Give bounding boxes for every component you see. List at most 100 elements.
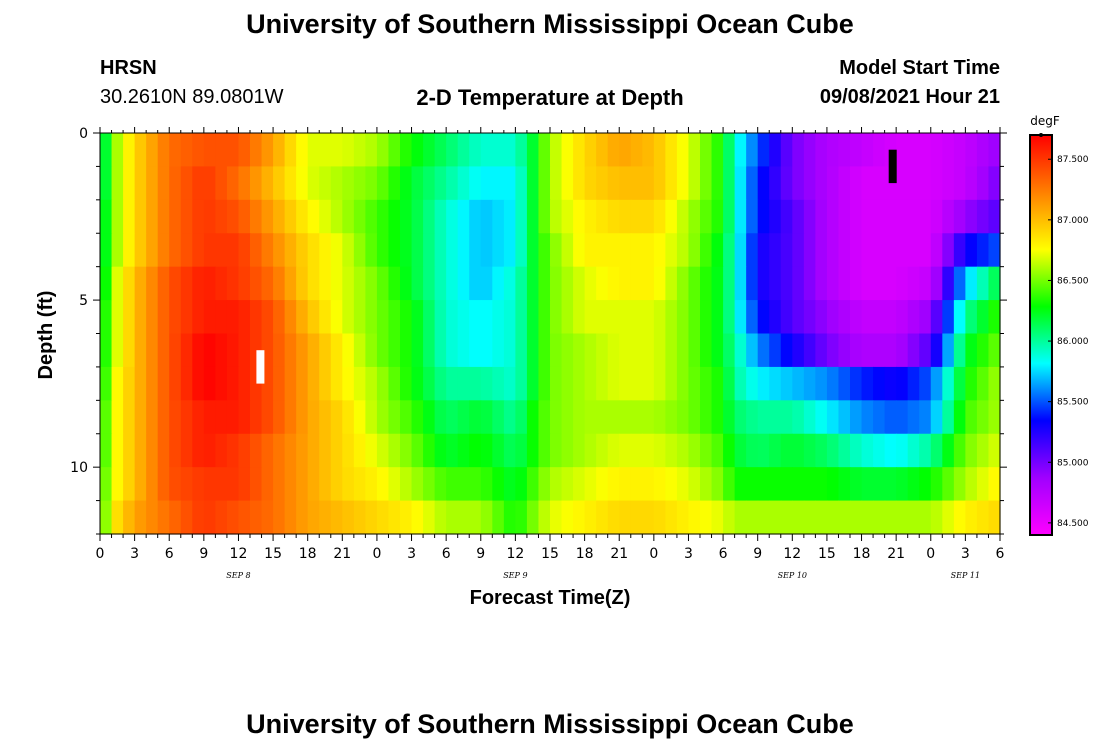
heatmap-cell <box>734 300 747 335</box>
heatmap-cell <box>215 433 228 468</box>
heatmap-cell <box>180 500 193 535</box>
x-tick-label: 12 <box>230 546 248 562</box>
heatmap-cell <box>896 166 909 201</box>
heatmap-cell <box>769 400 782 435</box>
heatmap-cell <box>238 300 251 335</box>
heatmap-cell <box>284 166 297 201</box>
heatmap-cell <box>711 166 724 201</box>
heatmap-cell <box>665 467 678 502</box>
heatmap-cell <box>953 433 966 468</box>
heatmap-cell <box>538 266 551 301</box>
x-tick-label: 9 <box>199 546 208 562</box>
heatmap-cell <box>596 366 609 401</box>
heatmap-cell <box>561 433 574 468</box>
heatmap-cell <box>169 366 182 401</box>
heatmap-cell <box>653 500 666 535</box>
heatmap-cell <box>573 300 586 335</box>
heatmap-cell <box>919 133 932 168</box>
heatmap-cell <box>988 233 1001 268</box>
heatmap-cell <box>480 133 493 168</box>
heatmap-cell <box>942 233 955 268</box>
heatmap-cell <box>538 233 551 268</box>
heatmap-cell <box>884 199 897 234</box>
heatmap-cell <box>169 400 182 435</box>
heatmap-cell <box>296 166 309 201</box>
heatmap-cell <box>134 400 147 435</box>
heatmap-cell <box>988 199 1001 234</box>
heatmap-cell <box>515 133 528 168</box>
x-tick-label: 3 <box>130 546 139 562</box>
heatmap-cell <box>769 500 782 535</box>
heatmap-cell <box>988 500 1001 535</box>
heatmap-cell <box>400 199 413 234</box>
heatmap-cell <box>400 500 413 535</box>
heatmap-cell <box>780 133 793 168</box>
heatmap-cell <box>376 233 390 268</box>
heatmap-cell <box>273 133 286 168</box>
heatmap-cell <box>896 433 909 468</box>
heatmap-cell <box>307 133 320 168</box>
heatmap-cell <box>192 266 205 301</box>
heatmap-cell <box>492 233 505 268</box>
heatmap-cell <box>261 500 274 535</box>
heatmap-cell <box>469 400 482 435</box>
heatmap-cell <box>665 199 678 234</box>
heatmap-cell <box>365 500 378 535</box>
x-tick-label: 3 <box>961 546 970 562</box>
heatmap-cell <box>965 366 978 401</box>
date-label: SEP 8 <box>226 571 250 580</box>
heatmap-cell <box>411 266 424 301</box>
heatmap-cell <box>330 166 343 201</box>
heatmap-cell <box>688 467 701 502</box>
heatmap-cell <box>434 400 447 435</box>
heatmap-cell <box>146 266 159 301</box>
heatmap-cell <box>953 133 966 168</box>
heatmap-cell <box>861 166 874 201</box>
heatmap-cell <box>134 133 147 168</box>
heatmap-cell <box>342 233 355 268</box>
heatmap-cell <box>619 233 632 268</box>
heatmap-cell <box>815 333 828 368</box>
heatmap-cell <box>284 433 297 468</box>
heatmap-cell <box>123 333 136 368</box>
heatmap-cell <box>261 133 274 168</box>
heatmap-cell <box>353 467 366 502</box>
heatmap-cell <box>780 400 793 435</box>
heatmap-cell <box>723 433 736 468</box>
heatmap-cell <box>538 333 551 368</box>
heatmap-cell <box>388 333 401 368</box>
heatmap-cell <box>526 400 540 435</box>
heatmap-cell <box>480 233 493 268</box>
heatmap-cell <box>965 433 978 468</box>
heatmap-cell <box>503 266 516 301</box>
heatmap-cell <box>907 467 920 502</box>
colorbar-top-dot <box>1039 133 1043 137</box>
heatmap-cell <box>838 199 851 234</box>
heatmap-cell <box>515 166 528 201</box>
heatmap-cell <box>423 467 436 502</box>
heatmap-cell <box>203 199 216 234</box>
heatmap-cell <box>596 266 609 301</box>
x-tick-label: 18 <box>853 546 871 562</box>
heatmap-cell <box>780 433 793 468</box>
heatmap-cell <box>953 400 966 435</box>
heatmap-cell <box>480 266 493 301</box>
heatmap-cell <box>607 500 620 535</box>
heatmap-cell <box>123 366 136 401</box>
heatmap-cell <box>723 500 736 535</box>
heatmap-cell <box>319 500 332 535</box>
heatmap-cell <box>469 233 482 268</box>
heatmap-cell <box>123 300 136 335</box>
heatmap-cell <box>850 266 863 301</box>
heatmap-cell <box>307 433 320 468</box>
heatmap-cell <box>826 166 840 201</box>
heatmap-cell <box>861 467 874 502</box>
heatmap-cell <box>711 199 724 234</box>
heatmap-cell <box>376 166 390 201</box>
heatmap-cell <box>723 166 736 201</box>
heatmap-cell <box>215 133 228 168</box>
heatmap-cell <box>642 166 655 201</box>
heatmap-cell <box>503 400 516 435</box>
heatmap-cell <box>965 166 978 201</box>
heatmap-cell <box>757 433 770 468</box>
